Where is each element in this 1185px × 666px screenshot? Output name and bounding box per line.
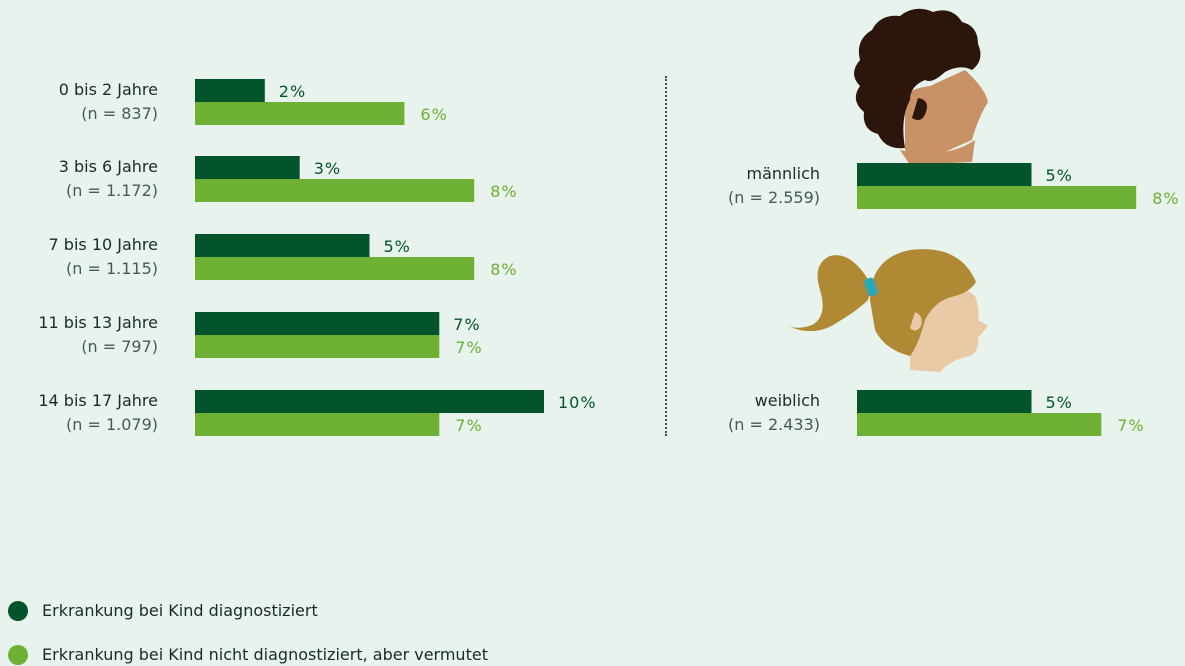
data-label-diagnosed: 5% — [1046, 166, 1073, 185]
data-label-suspected: 8% — [490, 182, 517, 201]
category-name: weiblich — [754, 391, 820, 410]
category-sample-size: (n = 2.433) — [727, 415, 820, 434]
category-sample-size: (n = 837) — [81, 104, 158, 123]
bar-suspected — [857, 413, 1102, 436]
category-label: weiblich (n = 2.433) — [662, 389, 820, 437]
bar-diagnosed — [857, 390, 1032, 413]
category-name: 14 bis 17 Jahre — [38, 391, 158, 410]
data-label-diagnosed: 5% — [384, 237, 411, 256]
category-label: 3 bis 6 Jahre (n = 1.172) — [0, 155, 158, 203]
boy-head-icon — [854, 8, 988, 165]
category-label: 7 bis 10 Jahre (n = 1.115) — [0, 233, 158, 281]
legend-label-diagnosed: Erkrankung bei Kind diagnostiziert — [42, 601, 318, 620]
category-name: 11 bis 13 Jahre — [38, 313, 158, 332]
category-label: männlich (n = 2.559) — [662, 162, 820, 210]
category-sample-size: (n = 1.172) — [65, 181, 158, 200]
bar-diagnosed — [857, 163, 1032, 186]
bar-diagnosed — [195, 312, 440, 335]
category-name: 3 bis 6 Jahre — [58, 157, 158, 176]
data-label-suspected: 8% — [1152, 189, 1179, 208]
data-label-suspected: 7% — [455, 416, 482, 435]
bar-diagnosed — [195, 390, 544, 413]
legend-label-suspected: Erkrankung bei Kind nicht diagnostiziert… — [42, 645, 488, 664]
category-sample-size: (n = 797) — [81, 337, 158, 356]
bar-diagnosed — [195, 234, 370, 257]
legend-swatch-diagnosed — [8, 601, 28, 621]
data-label-diagnosed: 7% — [453, 315, 480, 334]
chart-divider — [665, 76, 667, 436]
category-sample-size: (n = 1.079) — [65, 415, 158, 434]
bar-suspected — [857, 186, 1137, 209]
data-label-diagnosed: 5% — [1046, 393, 1073, 412]
category-sample-size: (n = 1.115) — [65, 259, 158, 278]
data-label-diagnosed: 2% — [279, 82, 306, 101]
data-label-suspected: 6% — [420, 105, 447, 124]
bar-suspected — [195, 257, 475, 280]
category-label: 11 bis 13 Jahre (n = 797) — [0, 311, 158, 359]
bar-suspected — [195, 335, 440, 358]
bar-diagnosed — [195, 156, 300, 179]
bar-diagnosed — [195, 79, 265, 102]
category-label: 14 bis 17 Jahre (n = 1.079) — [0, 389, 158, 437]
category-name: 0 bis 2 Jahre — [58, 80, 158, 99]
category-sample-size: (n = 2.559) — [727, 188, 820, 207]
data-label-suspected: 7% — [455, 338, 482, 357]
category-name: männlich — [746, 164, 821, 183]
category-name: 7 bis 10 Jahre — [48, 235, 158, 254]
legend-item-suspected: Erkrankung bei Kind nicht diagnostiziert… — [8, 645, 488, 665]
category-label: 0 bis 2 Jahre (n = 837) — [0, 78, 158, 126]
legend-item-diagnosed: Erkrankung bei Kind diagnostiziert — [8, 601, 318, 621]
data-label-suspected: 8% — [490, 260, 517, 279]
data-label-suspected: 7% — [1117, 416, 1144, 435]
girl-head-icon — [788, 249, 988, 372]
data-label-diagnosed: 10% — [558, 393, 597, 412]
legend-swatch-suspected — [8, 645, 28, 665]
bar-suspected — [195, 179, 475, 202]
bar-suspected — [195, 102, 405, 125]
bar-suspected — [195, 413, 440, 436]
data-label-diagnosed: 3% — [314, 159, 341, 178]
